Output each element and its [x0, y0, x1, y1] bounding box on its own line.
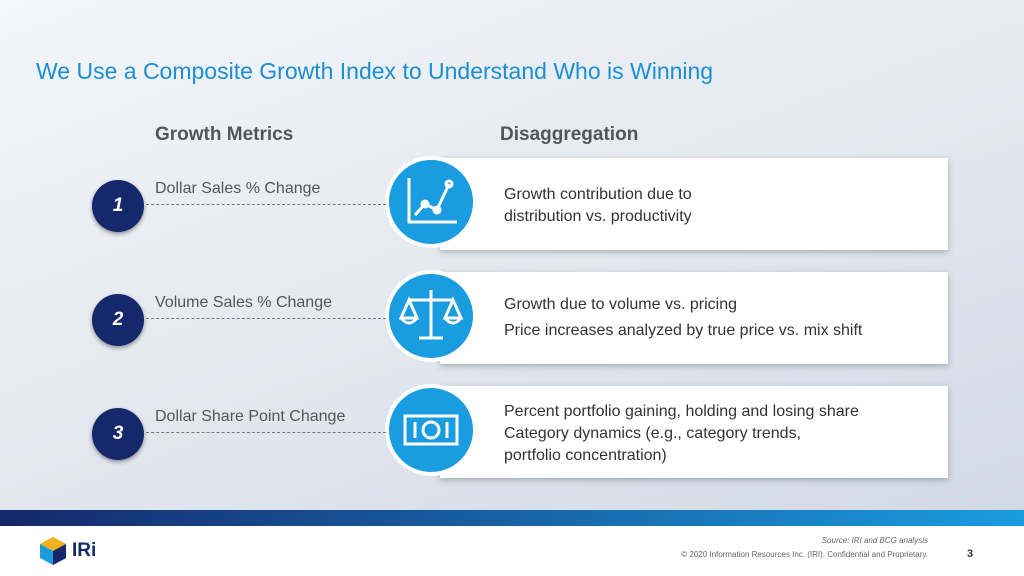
logo-text: IRi	[72, 540, 97, 561]
metric-label: Dollar Sales % Change	[155, 180, 321, 197]
column-header: Disaggregation	[500, 124, 639, 145]
icon	[389, 388, 473, 477]
metric-label: Dollar Share Point Change	[155, 408, 346, 425]
detail-text: Category dynamics (e.g., category trends…	[504, 425, 802, 442]
icon	[389, 160, 473, 249]
detail-card	[440, 158, 948, 250]
logo-icon	[40, 537, 66, 565]
detail-text: Percent portfolio gaining, holding and l…	[504, 403, 859, 420]
connector	[146, 204, 386, 205]
icon-circle	[385, 156, 477, 248]
copyright: © 2020 Information Resources Inc. (IRI).…	[681, 550, 928, 559]
title: We Use a Composite Growth Index to Under…	[36, 58, 714, 84]
detail-card	[440, 272, 948, 364]
connector	[146, 318, 386, 319]
row-number: 2	[92, 294, 144, 346]
footer-bar	[0, 510, 1024, 526]
detail-text: Price increases analyzed by true price v…	[504, 322, 863, 339]
row-number: 3	[92, 408, 144, 460]
source: Source: IRI and BCG analysis	[821, 536, 928, 545]
connector	[146, 432, 386, 433]
icon-circle	[385, 384, 477, 476]
detail-text: Growth contribution due to	[504, 186, 692, 203]
detail-text: Growth due to volume vs. pricing	[504, 296, 737, 313]
detail-card	[440, 386, 948, 478]
detail-text: portfolio concentration)	[504, 447, 667, 464]
footer	[0, 526, 1024, 576]
page-number: 3	[967, 548, 974, 560]
icon	[389, 274, 473, 363]
metric-label: Volume Sales % Change	[155, 294, 332, 311]
icon-circle	[385, 270, 477, 362]
row-number: 1	[92, 180, 144, 232]
detail-text: distribution vs. productivity	[504, 208, 692, 225]
column-header: Growth Metrics	[155, 124, 294, 145]
